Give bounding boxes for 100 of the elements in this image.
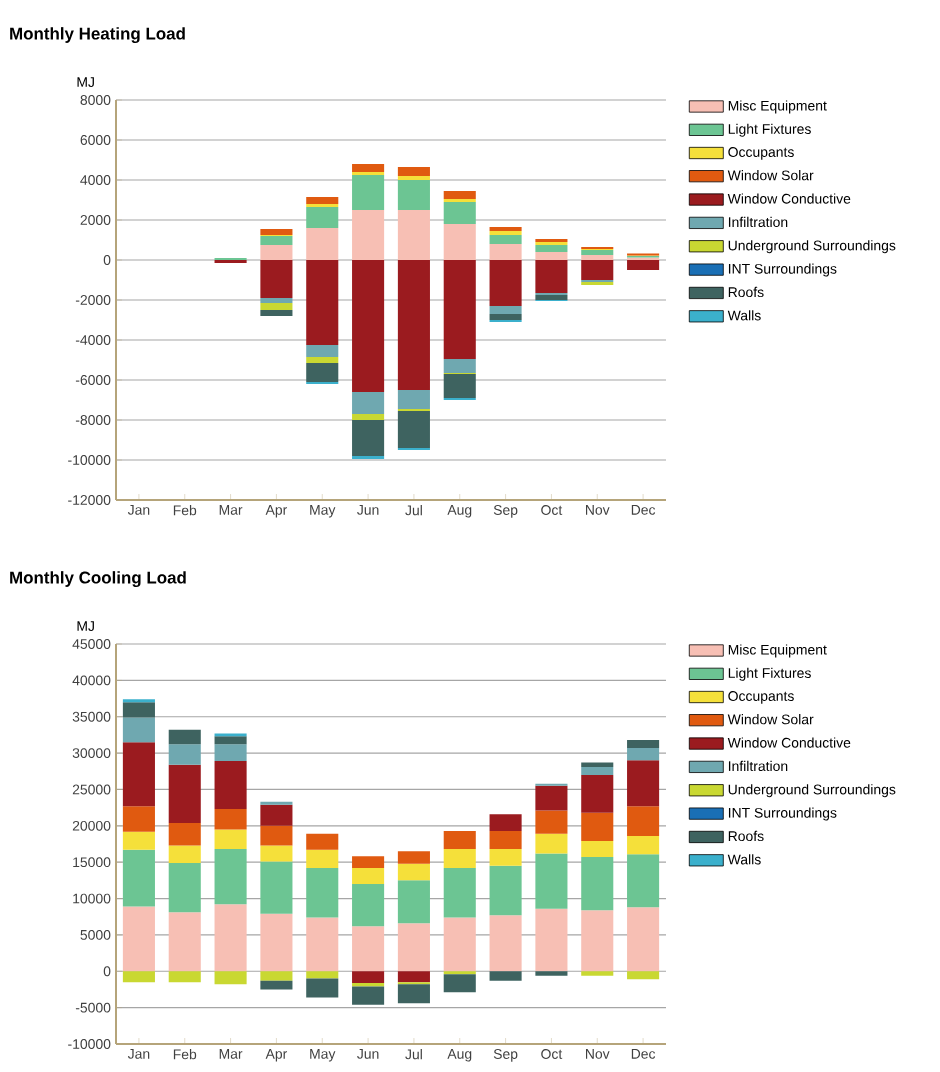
bar (214, 761, 247, 810)
bar (489, 814, 522, 831)
bar (443, 359, 476, 373)
bar (122, 849, 155, 907)
bar (168, 971, 201, 983)
bar (260, 303, 293, 310)
bar (352, 926, 385, 972)
bar (168, 744, 201, 765)
bar (168, 912, 201, 972)
bar (260, 971, 293, 981)
bar (260, 980, 293, 990)
bar (535, 908, 568, 972)
bar (168, 729, 201, 745)
bar (168, 845, 201, 863)
bar (352, 175, 385, 210)
bar (306, 833, 339, 850)
bar (397, 863, 430, 881)
bar (260, 236, 293, 245)
bar (122, 906, 155, 972)
bar (260, 229, 293, 235)
bar (443, 849, 476, 869)
bar (306, 917, 339, 972)
bar (352, 884, 385, 927)
bar (581, 812, 614, 842)
bar (352, 210, 385, 260)
bar (535, 260, 568, 293)
bar (122, 806, 155, 832)
bar (443, 191, 476, 199)
bar (214, 849, 247, 905)
bar (122, 702, 155, 718)
bar (306, 260, 339, 345)
bar (489, 306, 522, 314)
bar (306, 971, 339, 979)
bar (214, 971, 247, 985)
bar (489, 915, 522, 972)
bar (397, 411, 430, 448)
bar (122, 742, 155, 807)
bar (443, 917, 476, 972)
bar (489, 865, 522, 916)
bar (443, 868, 476, 918)
bar (306, 345, 339, 357)
bar (306, 228, 339, 260)
bar (397, 984, 430, 1004)
bar (581, 857, 614, 911)
bar (214, 809, 247, 830)
bar (306, 849, 339, 869)
bar (306, 197, 339, 204)
bar (535, 853, 568, 909)
bar (397, 260, 430, 390)
bar (443, 974, 476, 993)
bar (260, 310, 293, 316)
bar (397, 180, 430, 210)
bar (397, 390, 430, 409)
bar (489, 971, 522, 981)
bar (260, 245, 293, 260)
bar (535, 252, 568, 260)
bar (489, 260, 522, 306)
bar (352, 414, 385, 420)
bar (397, 971, 430, 983)
bar (581, 910, 614, 972)
bar (214, 904, 247, 972)
bar (489, 849, 522, 866)
bar (627, 260, 660, 270)
bar (352, 986, 385, 1005)
bar (214, 829, 247, 850)
chart-title: Monthly Heating Load (10, 27, 185, 43)
bar (581, 841, 614, 858)
bar (627, 806, 660, 837)
bar (443, 260, 476, 359)
bar (260, 845, 293, 862)
bar (581, 774, 614, 813)
bar (489, 314, 522, 320)
bar (306, 207, 339, 228)
bar (306, 363, 339, 382)
bar (397, 167, 430, 176)
bar (352, 260, 385, 392)
bar (122, 971, 155, 983)
bar (535, 245, 568, 252)
bar (397, 923, 430, 972)
bar (443, 374, 476, 398)
bar (627, 854, 660, 908)
bar (168, 764, 201, 823)
bar (489, 244, 522, 260)
bar (443, 224, 476, 260)
bar (397, 880, 430, 924)
bar (352, 868, 385, 885)
bar (397, 851, 430, 864)
bar (260, 804, 293, 826)
bar (627, 748, 660, 761)
bar (535, 785, 568, 811)
bar (627, 740, 660, 749)
bar (443, 830, 476, 850)
bar (306, 868, 339, 918)
bar (489, 235, 522, 244)
bar (627, 836, 660, 855)
bar (352, 971, 385, 983)
bar (352, 164, 385, 172)
bar (489, 830, 522, 850)
bar (352, 392, 385, 414)
bar (260, 861, 293, 914)
